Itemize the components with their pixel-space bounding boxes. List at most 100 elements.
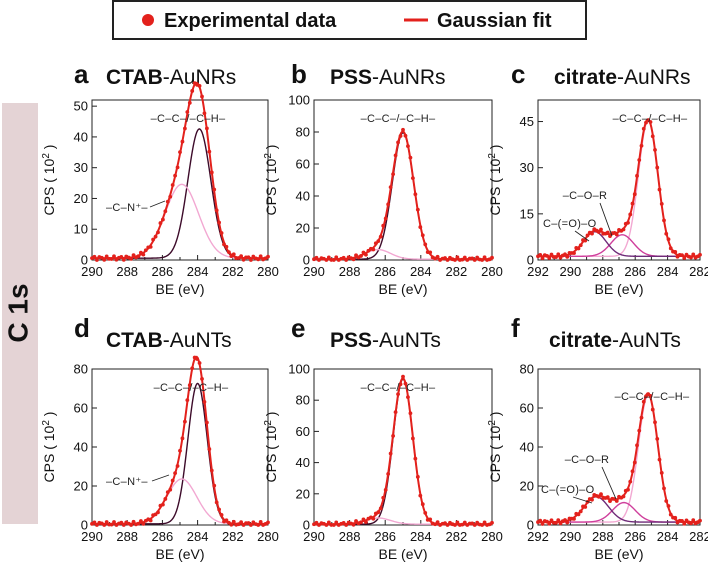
- y-tick-label: 20: [296, 486, 310, 501]
- peak-annotation: –C–C–/–C–H–: [154, 382, 229, 394]
- y-tick-label: 40: [296, 455, 310, 470]
- y-axis-title: CPS ( 102 ): [487, 412, 504, 483]
- data-point: [462, 520, 467, 525]
- data-point: [565, 520, 570, 525]
- peak-annotation: –C–C–/–C–H–: [613, 113, 688, 125]
- data-point: [554, 255, 558, 259]
- x-axis-title: BE (eV): [378, 546, 427, 562]
- data-point: [428, 517, 433, 522]
- y-tick-label: 100: [288, 93, 310, 108]
- data-point: [182, 126, 187, 131]
- data-point: [662, 486, 666, 491]
- y-axis-title: CPS ( 102 ): [263, 412, 280, 483]
- data-point: [538, 252, 543, 257]
- data-point: [391, 434, 396, 438]
- data-point: [639, 415, 644, 420]
- data-point: [641, 126, 646, 131]
- data-point: [650, 134, 655, 139]
- x-tick-label: 282: [689, 529, 708, 544]
- data-point: [141, 522, 146, 526]
- data-point: [666, 237, 671, 242]
- data-point: [630, 201, 635, 206]
- data-point: [547, 256, 552, 260]
- data-point: [351, 522, 356, 527]
- data-point: [256, 257, 261, 262]
- data-point: [180, 139, 185, 144]
- y-axis-title-sup: 2: [487, 420, 498, 426]
- data-point: [682, 256, 687, 260]
- data-point: [229, 522, 234, 527]
- legend-experimental-label: Experimental data: [164, 10, 337, 32]
- data-point: [175, 165, 180, 170]
- data-point: [239, 254, 244, 259]
- data-point: [621, 227, 626, 232]
- data-point: [212, 483, 217, 488]
- data-point: [104, 520, 109, 524]
- data-point: [655, 436, 660, 441]
- x-tick-label: 290: [81, 264, 103, 279]
- x-tick-label: 280: [257, 264, 279, 279]
- y-axis-title-main: CPS ( 10: [41, 158, 57, 215]
- x-tick-label: 290: [560, 529, 582, 544]
- data-point: [673, 249, 678, 254]
- data-point: [435, 520, 440, 525]
- data-point: [635, 173, 639, 178]
- data-point: [388, 451, 393, 456]
- data-point: [435, 254, 440, 259]
- data-point: [204, 126, 209, 131]
- data-point: [178, 150, 182, 155]
- y-axis-title-main: CPS ( 10: [487, 425, 503, 482]
- data-point: [359, 520, 363, 525]
- y-axis-title-sup: 2: [263, 420, 274, 426]
- data-point: [131, 253, 136, 257]
- x-tick-label: 286: [624, 529, 646, 544]
- data-point: [639, 143, 644, 148]
- data-point: [209, 170, 214, 175]
- data-point: [420, 233, 425, 238]
- data-point: [190, 89, 195, 93]
- peak-annotation: –C–C–/–C–H–: [361, 113, 436, 125]
- data-point: [109, 257, 114, 261]
- data-point: [403, 381, 408, 386]
- data-point: [578, 243, 583, 248]
- data-point: [165, 490, 170, 494]
- data-point: [371, 247, 376, 252]
- data-point: [393, 410, 398, 414]
- panel-title: CTAB-AuNRs: [106, 66, 236, 89]
- data-point: [406, 144, 410, 149]
- data-point: [572, 516, 576, 521]
- data-point: [143, 248, 148, 253]
- y-tick-label: 60: [520, 401, 534, 416]
- y-tick-label: 0: [527, 518, 534, 533]
- data-point: [628, 479, 633, 484]
- data-point: [121, 257, 126, 262]
- data-point: [187, 100, 192, 105]
- data-point: [158, 221, 163, 225]
- data-point: [418, 225, 423, 229]
- y-tick-label: 50: [74, 99, 88, 114]
- panel-title-bold: citrate: [554, 66, 617, 89]
- peak-annotation: –C–O–R: [563, 190, 608, 202]
- peak-annotation: –C–C–/–C–H–: [615, 391, 690, 403]
- data-point: [165, 199, 170, 204]
- panel-title: citrate-AuNRs: [554, 66, 691, 89]
- data-point: [680, 519, 684, 523]
- data-point: [413, 456, 418, 461]
- x-tick-label: 282: [222, 264, 244, 279]
- data-point: [214, 208, 219, 213]
- data-point: [153, 234, 158, 239]
- x-tick-label: 288: [339, 529, 361, 544]
- data-point: [689, 255, 693, 260]
- data-point: [401, 127, 405, 132]
- peak-annotation: –C–N⁺–: [106, 476, 148, 488]
- data-point: [354, 253, 358, 258]
- data-point: [572, 251, 576, 256]
- data-point: [556, 252, 561, 257]
- data-point: [641, 399, 646, 404]
- y-axis-title-close: ): [41, 145, 57, 154]
- y-tick-label: 20: [74, 191, 88, 206]
- data-point: [415, 207, 420, 212]
- x-tick-label: 280: [481, 529, 503, 544]
- y-axis-title-close: ): [41, 412, 57, 421]
- data-point: [653, 420, 657, 425]
